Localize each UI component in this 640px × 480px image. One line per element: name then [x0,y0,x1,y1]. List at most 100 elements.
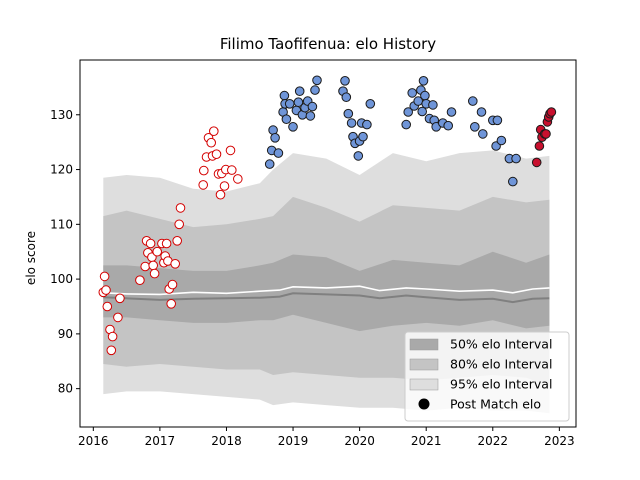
legend-label: 95% elo Interval [450,377,552,392]
data-point [233,174,243,184]
data-point [443,120,454,131]
data-point [101,285,111,295]
y-tick-label: 90 [58,327,73,341]
data-point [174,219,184,230]
legend: 50% elo Interval 80% elo Interval 95% elo … [404,331,570,422]
data-point [215,189,226,200]
legend-swatch [409,358,439,371]
data-point [209,126,219,136]
x-tick-label: 2023 [544,434,575,448]
data-point [102,301,113,312]
data-point [428,100,438,110]
band-50 [103,251,550,332]
data-point [478,129,488,139]
x-tick-label: 2017 [145,434,176,448]
legend-swatch [409,338,439,351]
y-tick-label: 100 [50,272,73,286]
data-point [115,293,125,304]
data-point [170,259,180,269]
data-point [492,115,503,126]
legend-box [404,331,570,422]
data-point [167,279,178,290]
legend-label: 50% elo Interval [450,337,552,352]
x-tick-label: 2019 [278,434,309,448]
data-point [476,107,487,117]
data-point [264,159,275,169]
data-point [293,97,304,107]
data-point [294,86,305,96]
x-tick-label: 2020 [344,434,375,448]
data-point [310,85,320,95]
data-point [145,238,156,249]
data-point [206,137,216,148]
data-point [305,111,316,121]
data-point [135,275,145,286]
mean-line [103,285,550,296]
data-point [353,151,364,161]
x-tick-label: 2021 [411,434,442,448]
x-tick-label: 2022 [478,434,509,448]
data-point [161,238,172,249]
data-point [407,88,418,98]
data-point [401,119,412,130]
data-point [198,180,208,190]
y-tick-label: 80 [58,382,73,396]
data-point [508,176,518,187]
legend-marker [418,398,430,410]
x-tick-label: 2018 [211,434,242,448]
trend-lines [103,285,550,304]
data-point [270,133,280,143]
data-point [340,76,350,86]
data-point [403,107,414,117]
data-point [307,101,318,112]
y-tick-label: 130 [50,108,73,122]
data-point [346,118,357,128]
data-point [341,92,352,102]
legend-label: 80% elo Interval [450,357,552,372]
data-point [199,165,209,176]
data-point [172,236,182,246]
data-point [288,122,298,132]
y-tick-label: 120 [50,163,73,177]
data-point [281,114,292,124]
data-points [98,75,557,356]
data-point [534,141,545,151]
data-point [417,106,428,117]
data-point [546,107,557,117]
y-axis-label: elo score [24,231,38,285]
data-point [343,108,354,119]
data-point [140,261,150,272]
data-point [152,246,162,257]
data-point [107,331,118,342]
data-point [106,345,117,356]
axes: 2016 2017 2018 2019 2020 2021 2022 2023 80 90 100 1… [50,59,577,448]
data-point [279,90,290,101]
data-point [468,96,478,106]
data-point [511,153,521,164]
x-tick-label: 2016 [78,434,109,448]
data-point [219,181,230,191]
data-point [211,149,222,159]
data-point [312,75,322,86]
data-point [227,165,237,175]
data-point [362,119,372,130]
chart-title: Filimo Taofifenua: elo History [220,35,436,53]
data-point [166,299,176,309]
data-point [148,260,158,271]
data-point [113,312,123,323]
y-tick-label: 110 [50,217,73,231]
data-point [446,107,457,117]
data-point [273,148,284,158]
data-point [531,157,542,168]
median-line [103,292,550,304]
legend-label: Post Match elo [450,397,541,412]
data-point [470,122,480,132]
data-point [496,135,507,146]
data-point [358,131,368,142]
axes-frame [79,59,577,428]
data-point [284,99,295,109]
data-point [149,268,160,279]
data-point [365,99,376,109]
data-point [541,129,551,139]
